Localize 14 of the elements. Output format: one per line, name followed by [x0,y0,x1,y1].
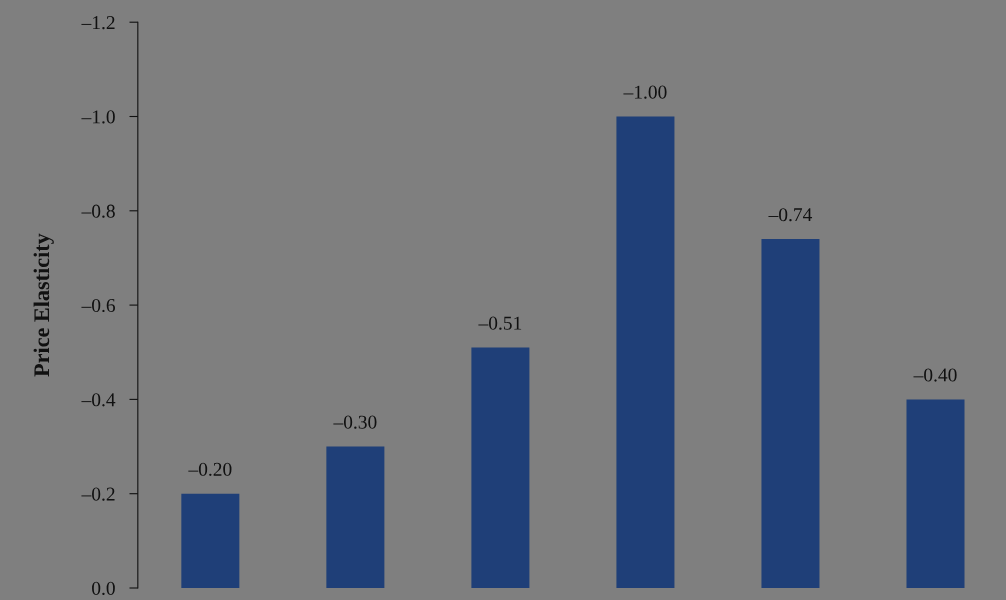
y-tick-label: –0.4 [81,393,116,407]
y-tick-label: 0.0 [92,581,115,596]
data-label: –1.00 [623,85,667,99]
data-label: –0.40 [913,368,957,382]
y-tick-label: –0.2 [81,487,115,501]
y-tick-label: –1.0 [81,110,115,124]
y-tick-label: –0.8 [81,204,115,218]
data-label: –0.20 [188,462,232,476]
data-label: –0.30 [333,415,377,429]
data-label: –0.74 [768,208,813,222]
y-axis-title: Price Elasticity [33,233,54,377]
y-tick-label: –1.2 [81,16,115,30]
data-label: –0.51 [478,316,522,330]
y-tick-label: –0.6 [81,298,116,313]
